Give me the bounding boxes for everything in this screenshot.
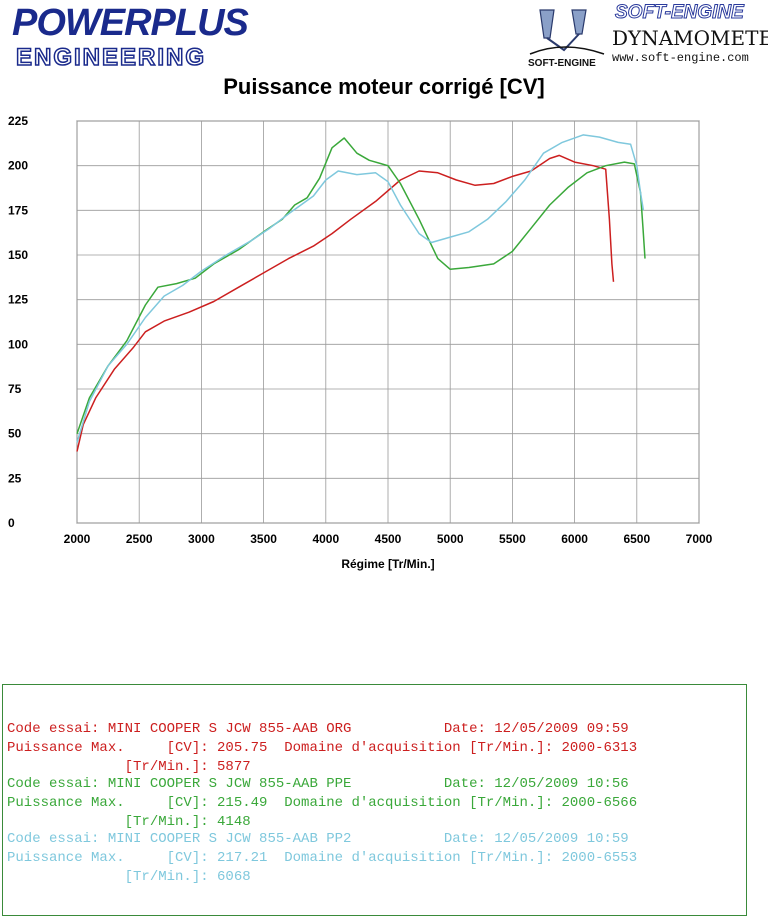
logo-left-line2: ENGINEERING xyxy=(15,43,207,72)
soft-engine-logo: SOFT-ENGINE SOFT-ENGINE DYNAMOMETERS www… xyxy=(520,0,768,72)
y-tick-label: 50 xyxy=(8,427,22,441)
logo-right-dynamometers: DYNAMOMETERS xyxy=(612,26,768,50)
x-tick-label: 2500 xyxy=(126,532,153,546)
info-line: Puissance Max. [CV]: 205.75 Domaine d'ac… xyxy=(7,740,638,756)
info-line: Code essai: MINI COOPER S JCW 855-AAB PP… xyxy=(7,831,629,847)
info-line: Puissance Max. [CV]: 217.21 Domaine d'ac… xyxy=(7,850,638,866)
emblem-text: SOFT-ENGINE xyxy=(528,58,596,68)
series-line-2 xyxy=(76,134,645,443)
info-line: [Tr/Min.]: 4148 xyxy=(7,814,251,830)
x-tick-label: 4500 xyxy=(375,532,402,546)
info-line: Puissance Max. [CV]: 215.49 Domaine d'ac… xyxy=(7,795,638,811)
info-line: Code essai: MINI COOPER S JCW 855-AAB PP… xyxy=(7,776,629,792)
piston-emblem-icon: SOFT-ENGINE xyxy=(528,9,605,68)
y-tick-label: 75 xyxy=(8,382,22,396)
chart-title: Puissance moteur corrigé [CV] xyxy=(223,74,545,99)
info-line: [Tr/Min.]: 6068 xyxy=(7,869,251,885)
logo-right-brand: SOFT-ENGINE xyxy=(615,2,745,24)
power-chart: 2000 2500 3000 3500 4000 4500 5000 5500 6000 6500… xyxy=(8,114,713,571)
x-tick-label: 5000 xyxy=(437,532,464,546)
logo-left-line1: POWERPLUS xyxy=(12,2,249,44)
x-tick-label: 5500 xyxy=(499,532,526,546)
y-tick-label: 150 xyxy=(8,248,28,262)
y-tick-label: 225 xyxy=(8,114,28,128)
x-tick-label: 3000 xyxy=(188,532,215,546)
chart-ticks: 2000 2500 3000 3500 4000 4500 5000 5500 6000 6500… xyxy=(8,114,713,546)
x-tick-label: 6500 xyxy=(623,532,650,546)
info-line: Code essai: MINI COOPER S JCW 855-AAB OR… xyxy=(7,721,629,737)
x-tick-label: 4000 xyxy=(312,532,339,546)
x-tick-label: 3500 xyxy=(250,532,277,546)
info-line: [Tr/Min.]: 5877 xyxy=(7,759,251,775)
x-tick-label: 2000 xyxy=(64,532,91,546)
chart-grid xyxy=(76,120,700,524)
powerplus-logo: POWERPLUS ENGINEERING xyxy=(8,2,249,72)
series-line-1 xyxy=(76,137,646,434)
y-tick-label: 0 xyxy=(8,516,15,530)
logo-right-url: www.soft-engine.com xyxy=(612,51,749,65)
x-tick-label: 6000 xyxy=(561,532,588,546)
x-axis-label: Régime [Tr/Min.] xyxy=(341,557,434,571)
test-info-box: Code essai: MINI COOPER S JCW 855-AAB OR… xyxy=(2,684,747,916)
x-tick-label: 7000 xyxy=(686,532,713,546)
y-tick-label: 200 xyxy=(8,159,28,173)
y-tick-label: 100 xyxy=(8,337,28,351)
y-tick-label: 175 xyxy=(8,203,28,217)
y-tick-label: 125 xyxy=(8,293,28,307)
series-line-0 xyxy=(76,154,615,452)
y-tick-label: 25 xyxy=(8,471,22,485)
chart-series xyxy=(76,134,646,452)
